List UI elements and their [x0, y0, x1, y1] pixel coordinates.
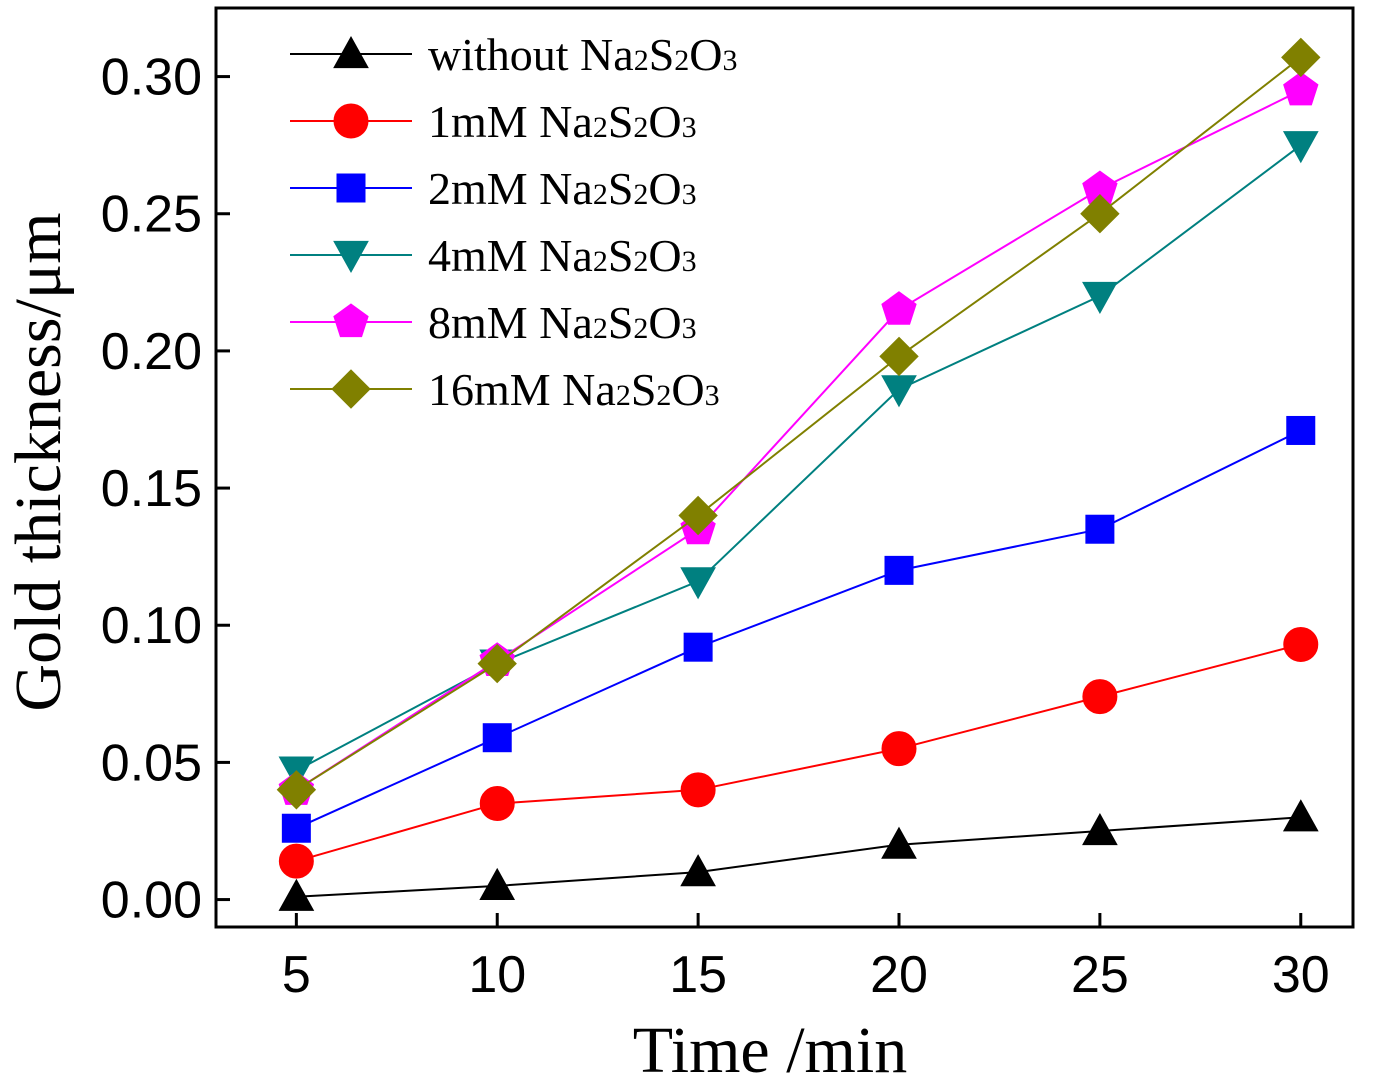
x-axis: 5 10 15 20 25 30 — [282, 913, 1330, 1004]
legend-item: 8mM Na2S2O3 — [290, 297, 697, 348]
data-point — [680, 772, 716, 808]
legend-label: 1mM Na2S2O3 — [428, 96, 697, 147]
data-point — [881, 731, 917, 767]
data-point — [479, 867, 516, 900]
data-point — [680, 854, 716, 887]
plot-frame — [214, 6, 1355, 929]
data-point — [1082, 679, 1118, 715]
series-line — [295, 89, 1302, 791]
data-point — [884, 555, 914, 585]
legend-marker — [333, 103, 369, 139]
data-point — [477, 643, 517, 684]
y-axis-title: Gold thickness/μm — [2, 212, 75, 711]
data-point — [881, 291, 917, 325]
y-tick-label: 0.00 — [101, 872, 202, 930]
data-point — [1082, 281, 1118, 315]
series-1mm — [278, 626, 1319, 879]
data-point — [1283, 71, 1319, 106]
y-axis: 0.00 0.05 0.10 0.15 0.20 0.25 0.30 — [101, 49, 230, 930]
legend-marker — [333, 303, 369, 338]
legend-label: without Na2S2O3 — [428, 29, 738, 80]
legend: without Na2S2O3 1mM Na2S2O3 2mM Na2S2O3 4mM… — [290, 29, 738, 415]
series-line — [295, 56, 1302, 791]
legend-marker — [333, 240, 369, 274]
legend-item: without Na2S2O3 — [290, 29, 738, 80]
y-tick-label: 0.20 — [101, 323, 202, 381]
data-point — [1281, 37, 1321, 78]
legend-marker — [333, 35, 369, 69]
data-point — [1282, 799, 1319, 832]
data-point — [1080, 193, 1120, 234]
series-group — [276, 37, 1321, 911]
data-point — [276, 770, 317, 810]
data-point — [1085, 514, 1115, 544]
legend-label: 4mM Na2S2O3 — [428, 230, 697, 281]
x-tick-label: 15 — [669, 946, 727, 1004]
legend-item: 1mM Na2S2O3 — [290, 96, 697, 147]
x-tick-label: 20 — [870, 946, 928, 1004]
y-tick-label: 0.25 — [101, 186, 202, 244]
series-line — [295, 429, 1302, 830]
data-point — [879, 336, 919, 377]
legend-item: 16mM Na2S2O3 — [290, 364, 720, 415]
data-point — [479, 786, 515, 822]
series-line — [296, 643, 1302, 863]
x-tick-label: 10 — [468, 946, 526, 1004]
data-point — [1283, 626, 1319, 662]
x-tick-label: 5 — [282, 946, 311, 1004]
legend-item: 4mM Na2S2O3 — [290, 230, 697, 281]
data-point — [881, 826, 917, 859]
y-tick-label: 0.10 — [101, 597, 202, 655]
data-point — [278, 878, 315, 911]
data-point — [482, 723, 512, 753]
legend-label: 16mM Na2S2O3 — [428, 364, 720, 415]
y-tick-label: 0.30 — [101, 49, 202, 107]
data-point — [680, 567, 716, 600]
x-tick-label: 30 — [1272, 946, 1330, 1004]
data-point — [1282, 131, 1319, 164]
data-point — [1286, 415, 1316, 445]
series-2mm — [281, 415, 1316, 843]
data-point — [1082, 812, 1118, 846]
x-axis-title: Time /min — [633, 1014, 907, 1080]
series-without — [278, 799, 1319, 911]
data-point — [683, 632, 713, 662]
legend-marker — [331, 369, 371, 409]
legend-item: 2mM Na2S2O3 — [290, 163, 697, 214]
x-tick-label: 25 — [1071, 946, 1129, 1004]
data-point — [678, 495, 718, 536]
legend-label: 8mM Na2S2O3 — [428, 297, 697, 348]
y-tick-label: 0.05 — [101, 734, 202, 792]
y-tick-label: 0.15 — [101, 460, 202, 518]
data-point — [278, 843, 314, 879]
legend-label: 2mM Na2S2O3 — [428, 163, 697, 214]
series-line — [296, 816, 1301, 898]
legend-marker — [336, 173, 366, 203]
data-point — [281, 813, 311, 843]
series-16mm — [276, 37, 1321, 810]
